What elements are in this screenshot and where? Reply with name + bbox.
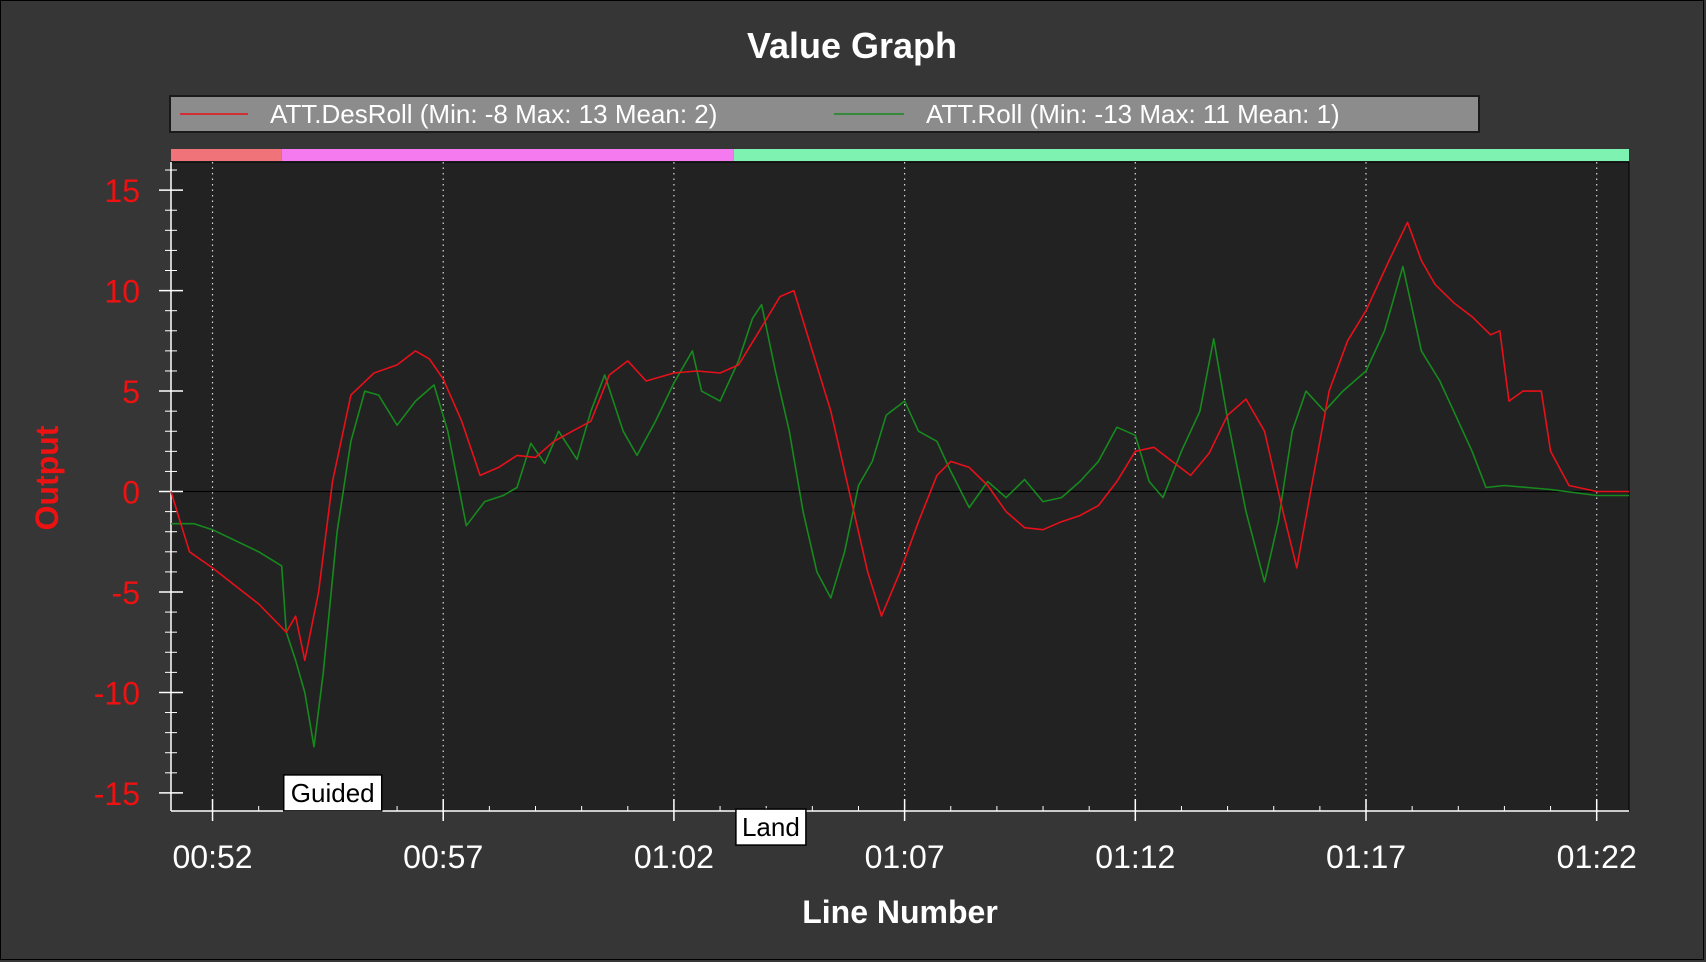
y-tick-label: 15	[104, 173, 140, 209]
y-tick-label: 5	[122, 374, 140, 410]
annotations: Guided Land	[282, 774, 807, 846]
series-group	[170, 221, 1629, 748]
series-line	[170, 221, 1629, 662]
legend-box	[169, 95, 1480, 133]
mode-segment	[281, 149, 734, 161]
x-tick-label: 01:17	[1326, 839, 1406, 875]
legend: ATT.DesRoll (Min: -8 Max: 13 Mean: 2) ATT…	[169, 95, 1480, 133]
flight-mode-bar	[171, 149, 1629, 161]
grid	[171, 162, 1629, 811]
x-tick-label: 00:57	[403, 839, 483, 875]
x-tick-label: 01:12	[1095, 839, 1175, 875]
annotation-label: Land	[742, 812, 800, 842]
mode-segment	[171, 149, 282, 161]
series-line	[171, 265, 1629, 748]
y-axis-label: Output	[29, 425, 65, 530]
annotation-box	[735, 808, 807, 846]
y-tick-label: -10	[94, 675, 140, 711]
annotation-label: Guided	[291, 778, 375, 808]
legend-entry: ATT.DesRoll (Min: -8 Max: 13 Mean: 2)	[270, 99, 717, 129]
x-tick-label: 00:52	[172, 839, 252, 875]
y-tick-label: 0	[122, 475, 140, 511]
legend-entry: ATT.Roll (Min: -13 Max: 11 Mean: 1)	[926, 99, 1340, 129]
x-tick-label: 01:07	[865, 839, 945, 875]
plot-area	[170, 161, 1630, 812]
chart-title: Value Graph	[747, 25, 957, 66]
x-tick-label: 01:02	[634, 839, 714, 875]
mode-segment	[733, 149, 1629, 161]
y-tick-label: 10	[104, 274, 140, 310]
y-tick-label: -15	[94, 776, 140, 812]
x-tick-label: 01:22	[1557, 839, 1637, 875]
y-tick-label: -5	[112, 575, 140, 611]
axes: 00:52 00:57 01:02 01:07 01:12 01:17 01:22 15 10 5…	[94, 162, 1637, 875]
x-axis-label: Line Number	[802, 894, 998, 930]
annotation-box	[282, 774, 383, 812]
